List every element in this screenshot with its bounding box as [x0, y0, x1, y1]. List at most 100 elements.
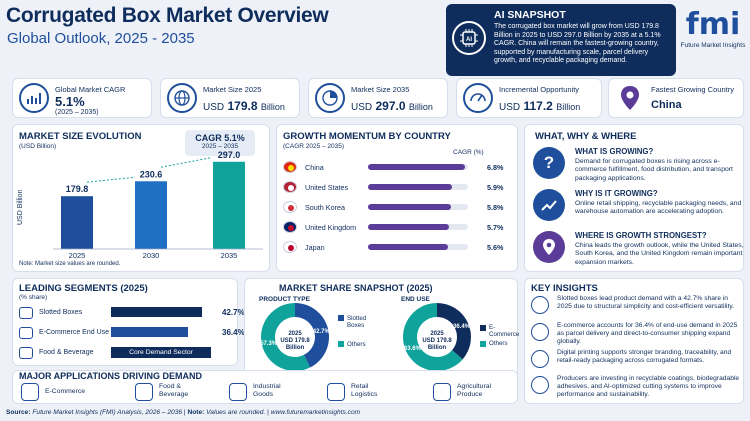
kpi-prefix: USD — [203, 102, 225, 113]
segment-value: 42.7% — [222, 308, 245, 317]
location-icon — [533, 231, 565, 263]
kpi-size-2025: Market Size 2025 USD 179.8 Billion — [160, 78, 300, 118]
x-tick-label: 2035 — [221, 251, 238, 260]
country-row: United Kingdom 5.7% — [283, 221, 523, 233]
legend-label: Others — [347, 341, 366, 348]
kpi-prefix: USD — [351, 102, 373, 113]
country-name: Japan — [305, 243, 325, 252]
legend-swatch — [338, 341, 344, 347]
segment-value: 36.4% — [222, 328, 245, 337]
gauge-icon — [463, 83, 493, 113]
growth-chart-icon — [19, 83, 49, 113]
ai-chip-icon: AI — [452, 21, 486, 55]
section-unit: (USD Billion) — [19, 143, 57, 150]
app-label: Food & Beverage — [159, 383, 189, 398]
share-donuts: 42.7% 57.3% 36.4% 63.6% — [260, 303, 471, 371]
kpi-cagr: Global Market CAGR 5.1% (2025 – 2035) — [12, 78, 152, 118]
section-heading: MARKET SHARE SNAPSHOT (2025) — [279, 283, 433, 293]
www-what-text: Demand for corrugated boxes is rising ac… — [575, 158, 733, 182]
country-name: China — [305, 163, 324, 172]
fmi-logo: fmi Future Market Insights — [680, 8, 746, 68]
www-what-heading: WHAT IS GROWING? — [575, 147, 654, 156]
kpi-label: Fastest Growing Country — [651, 85, 734, 94]
factory-icon — [229, 383, 247, 401]
kpi-value: 297.0 — [375, 99, 406, 113]
bar-track — [368, 164, 468, 170]
section-heading: KEY INSIGHTS — [531, 283, 598, 294]
flag-icon — [283, 221, 297, 233]
segment-tag: Core Demand Sector — [111, 347, 211, 358]
bar-track — [368, 184, 468, 190]
segment-name: Food & Beverage — [39, 349, 94, 356]
app-label: Agricultural Produce — [457, 383, 491, 398]
growth-momentum-card: GROWTH MOMENTUM BY COUNTRY (CAGR 2025 – … — [276, 124, 518, 272]
cagr-bar — [368, 204, 451, 210]
cagr-value: 6.8% — [487, 163, 504, 172]
kpi-value: 179.8 — [227, 99, 258, 113]
insight-text: E-commerce accounts for 36.4% of end-use… — [557, 322, 738, 346]
country-name: United States — [305, 183, 349, 192]
section-heading: MARKET SIZE EVOLUTION — [19, 131, 142, 142]
growth-bars: China 6.8% United States 5.9% South Korea 5.8… — [283, 161, 523, 271]
location-icon — [615, 83, 645, 113]
page-subtitle: Global Outlook, 2025 - 2035 — [7, 30, 195, 47]
flag-icon — [283, 161, 297, 173]
segment-bar — [111, 307, 202, 317]
kpi-fastest-country: Fastest Growing Country China — [608, 78, 744, 118]
market-size-card: MARKET SIZE EVOLUTION (USD Billion) CAGR… — [12, 124, 270, 272]
market-size-chart: 179.8 2025 230.6 2030 297.0 2035 — [53, 150, 263, 260]
cagr-bar — [368, 164, 466, 170]
country-name: South Korea — [305, 203, 345, 212]
bar-track — [368, 224, 468, 230]
cart-icon — [531, 323, 549, 341]
legend-label: E-Commerce — [489, 324, 520, 338]
column-header: CAGR (%) — [453, 149, 484, 156]
legend-label: Others — [489, 340, 508, 347]
recycle-icon — [531, 376, 549, 394]
box-icon — [19, 307, 33, 319]
donut-title: END USE — [401, 296, 430, 303]
chart-note: Note: Market size values are rounded. — [19, 261, 121, 267]
cagr-value: 5.8% — [487, 203, 504, 212]
section-heading: GROWTH MOMENTUM BY COUNTRY — [283, 131, 451, 142]
kpi-label: Incremental Opportunity — [499, 85, 580, 94]
cagr-value: 5.6% — [487, 243, 504, 252]
donut-title: PRODUCT TYPE — [259, 296, 310, 303]
section-heading: LEADING SEGMENTS (2025) — [19, 283, 148, 294]
x-tick-label: 2030 — [143, 251, 160, 260]
slice-label: 36.4% — [453, 324, 471, 330]
app-label: Industrial Goods — [253, 383, 281, 398]
kpi-prefix: USD — [499, 102, 521, 113]
cagr-period: 2025 – 2035 — [201, 143, 239, 150]
flag-icon — [283, 201, 297, 213]
legend-label: Slotted Boxes — [347, 315, 367, 329]
cart-icon — [21, 383, 39, 401]
logo-mark: fmi — [685, 7, 741, 42]
bar-2035 — [213, 161, 245, 249]
cagr-bar — [368, 244, 448, 250]
data-label: 297.0 — [218, 150, 241, 160]
kpi-value: China — [651, 99, 682, 111]
donut-center: 2025 USD 179.8 Billion — [280, 331, 310, 351]
insight-text: Digital printing supports stronger brand… — [557, 349, 732, 365]
what-why-where-card: WHAT, WHY & WHERE ? WHAT IS GROWING? Dem… — [524, 124, 744, 272]
kpi-value: 117.2 — [523, 99, 553, 113]
question-icon: ? — [533, 147, 565, 179]
key-insights-card: KEY INSIGHTS Slotted boxes lead product … — [524, 278, 744, 404]
cagr-badge: CAGR 5.1% 2025 – 2035 — [185, 130, 255, 156]
insight-text: Producers are investing in recyclable co… — [557, 375, 740, 399]
applications-card: MAJOR APPLICATIONS DRIVING DEMAND E-Comm… — [12, 370, 518, 404]
donut-slice — [437, 303, 471, 360]
footer: Source: Future Market Insights (FMI) Ana… — [6, 409, 361, 416]
data-label: 230.6 — [140, 169, 163, 179]
kpi-label: Global Market CAGR — [55, 85, 126, 94]
section-sub: (% share) — [19, 294, 48, 301]
slice-label: 57.3% — [260, 341, 278, 347]
bar-track — [368, 204, 468, 210]
legend-swatch — [480, 325, 486, 331]
segment-name: Slotted Boxes — [39, 309, 83, 316]
cagr-value: 5.7% — [487, 223, 504, 232]
section-sub: (CAGR 2025 – 2035) — [283, 143, 345, 150]
app-label: Retail Logistics — [351, 383, 378, 398]
svg-text:AI: AI — [466, 37, 472, 43]
